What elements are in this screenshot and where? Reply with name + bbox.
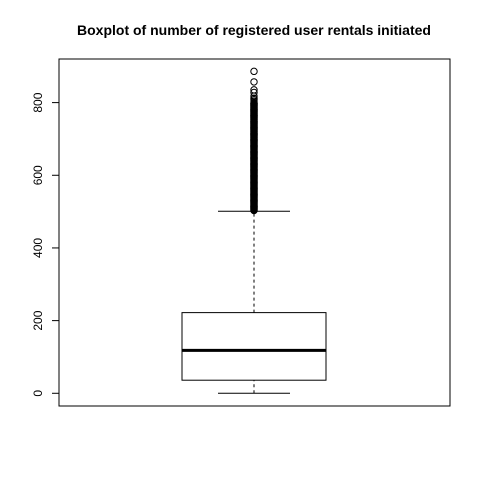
outlier-group xyxy=(250,67,258,215)
y-tick-label: 800 xyxy=(31,92,45,112)
box-group xyxy=(181,210,327,394)
chart-title: Boxplot of number of registered user ren… xyxy=(77,22,431,38)
y-tick-label: 600 xyxy=(31,165,45,185)
outlier-point xyxy=(250,88,258,97)
outlier-point xyxy=(250,67,258,76)
iqr-box xyxy=(181,312,327,381)
y-tick-label: 400 xyxy=(31,238,45,258)
y-tick-label: 200 xyxy=(31,310,45,330)
outlier-point xyxy=(250,78,258,86)
outlier-point xyxy=(250,94,258,102)
y-axis: 0 200 400 600 800 xyxy=(31,92,60,397)
outlier-point xyxy=(250,86,258,94)
y-tick-label: 0 xyxy=(31,390,45,397)
